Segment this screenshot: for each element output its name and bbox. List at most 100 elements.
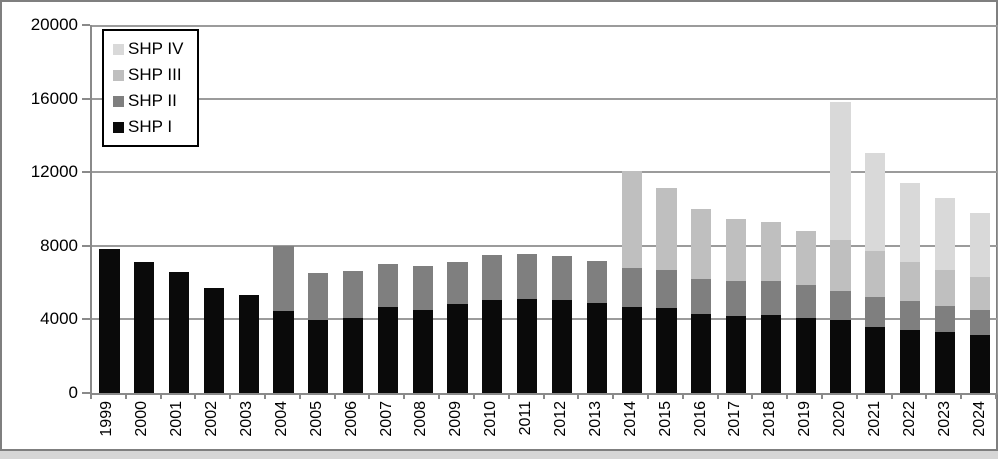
x-axis-tick-mark <box>716 393 719 399</box>
x-axis-label-text: 2018 <box>761 401 779 437</box>
x-axis-label-2001: 2001 <box>160 401 195 451</box>
x-axis-tick-mark <box>681 393 684 399</box>
bar-2008 <box>412 266 433 393</box>
x-axis-tick-mark <box>472 393 475 399</box>
x-axis-labels: 1999 2000 2001 2002 2003 2004 2005 2006 2007 2008… <box>90 401 997 451</box>
legend-item-shp-iv: SHP IV <box>113 36 183 62</box>
x-axis-label-2019: 2019 <box>788 401 823 451</box>
bar-segment-shp-ii-2015 <box>656 269 677 309</box>
bar-segment-shp-i-1999 <box>99 249 120 393</box>
bar-2012 <box>551 255 573 393</box>
x-axis-label-text: 2012 <box>552 401 570 437</box>
x-axis-tick-mark <box>890 393 893 399</box>
bar-segment-shp-i-2008 <box>412 310 433 393</box>
bar-segment-shp-ii-2016 <box>691 278 712 314</box>
bar-segment-shp-i-2003 <box>238 295 259 393</box>
x-axis-tick-mark <box>820 393 823 399</box>
x-axis-label-text: 2010 <box>482 401 500 437</box>
y-axis-tick-mark <box>82 171 90 174</box>
bar-segment-shp-i-2010 <box>482 300 503 393</box>
x-axis-tick-mark <box>438 393 441 399</box>
x-axis-label-text: 2023 <box>935 401 953 437</box>
x-axis-label-text: 2002 <box>203 401 221 437</box>
x-axis-tick-mark <box>194 393 197 399</box>
bar-segment-shp-i-2024 <box>969 335 990 393</box>
bar-segment-shp-ii-2014 <box>621 267 642 307</box>
y-axis-tick-label: 4000 <box>40 309 78 329</box>
bar-segment-shp-ii-2008 <box>412 266 433 311</box>
bar-slot-2020 <box>823 25 858 393</box>
x-axis-label-text: 2013 <box>586 401 604 437</box>
x-axis-label-text: 2003 <box>238 401 255 437</box>
gridline <box>92 318 997 321</box>
bar-segment-shp-iv-2022 <box>900 183 921 263</box>
x-axis-label-2024: 2024 <box>962 401 997 451</box>
bar-segment-shp-iii-2015 <box>656 187 677 270</box>
bars-row <box>92 25 997 393</box>
bar-segment-shp-ii-2018 <box>760 280 781 315</box>
x-axis-label-2021: 2021 <box>858 401 893 451</box>
x-axis-label-2004: 2004 <box>264 401 299 451</box>
bar-segment-shp-ii-2017 <box>725 280 747 316</box>
bar-slot-2021 <box>858 25 893 393</box>
bar-segment-shp-i-2023 <box>934 332 955 393</box>
x-axis-tick-mark <box>960 393 963 399</box>
gridline <box>92 171 997 174</box>
bar-segment-shp-ii-2006 <box>343 270 364 319</box>
x-axis-label-text: 2007 <box>377 401 395 437</box>
bar-segment-shp-i-2020 <box>830 320 851 393</box>
bar-2004 <box>273 245 294 393</box>
bar-segment-shp-ii-2009 <box>447 262 468 304</box>
bar-segment-shp-ii-2010 <box>482 255 503 301</box>
bar-segment-shp-i-2015 <box>656 308 677 393</box>
x-axis-label-2003: 2003 <box>230 401 265 451</box>
x-axis-label-text: 2014 <box>621 401 639 437</box>
bar-slot-2015 <box>649 25 684 393</box>
x-axis-label-text: 2017 <box>726 401 744 437</box>
x-axis-label-text: 2009 <box>447 401 465 437</box>
bar-slot-2004 <box>266 25 301 393</box>
bar-segment-shp-i-2013 <box>586 302 607 393</box>
bar-segment-shp-iii-2019 <box>795 231 816 286</box>
bar-slot-2018 <box>753 25 788 393</box>
bar-2009 <box>447 262 468 393</box>
bar-slot-2009 <box>440 25 475 393</box>
legend-label: SHP III <box>128 65 182 84</box>
x-axis-label-text: 2005 <box>307 401 325 437</box>
bar-segment-shp-i-2019 <box>795 318 816 393</box>
x-axis-tick-mark <box>507 393 510 399</box>
plot-area <box>90 25 998 395</box>
bar-2018 <box>760 221 781 393</box>
gridline <box>92 97 997 100</box>
x-axis-label-2008: 2008 <box>404 401 439 451</box>
legend: SHP IV SHP III SHP II SHP I <box>102 29 200 147</box>
x-axis-label-text: 2019 <box>796 401 814 437</box>
bar-2017 <box>725 219 747 393</box>
x-axis-tick-mark <box>333 393 336 399</box>
x-axis-label-2006: 2006 <box>334 401 369 451</box>
bar-segment-shp-ii-2022 <box>900 301 921 331</box>
bar-segment-shp-i-2001 <box>168 271 190 393</box>
x-axis-label-text: 1999 <box>98 401 116 437</box>
bar-slot-2008 <box>405 25 440 393</box>
x-axis-label-2005: 2005 <box>299 401 334 451</box>
x-axis-tick-mark <box>646 393 649 399</box>
y-axis-tick-label: 20000 <box>30 15 78 34</box>
x-axis-tick-mark <box>403 393 406 399</box>
x-axis-label-2020: 2020 <box>823 401 858 451</box>
bar-segment-shp-ii-2019 <box>795 285 816 319</box>
x-axis-tick-mark <box>612 393 615 399</box>
bar-2002 <box>203 288 224 393</box>
bar-2024 <box>969 212 990 393</box>
x-axis-tick-mark <box>229 393 232 399</box>
bar-segment-shp-iv-2024 <box>969 212 990 278</box>
legend-item-shp-iii: SHP III <box>113 62 183 88</box>
bar-segment-shp-ii-2011 <box>517 254 538 300</box>
bar-2014 <box>621 171 642 393</box>
gridline <box>92 244 997 247</box>
bar-2010 <box>482 255 503 393</box>
y-axis-tick-mark <box>82 392 90 394</box>
bar-segment-shp-iii-2022 <box>900 262 921 302</box>
